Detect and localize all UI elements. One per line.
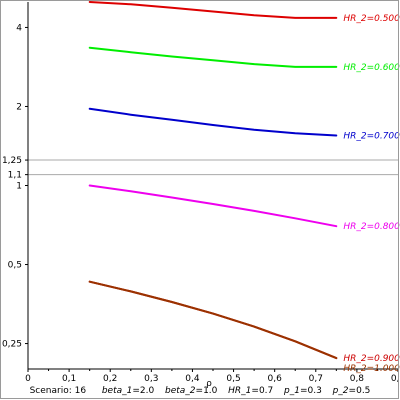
x-tick-label-0: 0 <box>25 374 31 384</box>
x-tick-label-3: 0,3 <box>144 374 158 384</box>
x-tick-label-6: 0,6 <box>268 374 283 384</box>
param-p-2-value: 0.5 <box>356 386 371 396</box>
series-line-3 <box>88 184 338 228</box>
series-line-0 <box>88 1 338 19</box>
series-line-2 <box>88 107 338 137</box>
param-hr-1-value: 0.7 <box>258 386 274 396</box>
series-line-1 <box>88 46 338 68</box>
x-tick-label-5: 0,5 <box>226 374 240 384</box>
x-tick-label-2: 0,2 <box>103 374 117 384</box>
x-tick-label-8: 0,8 <box>350 374 365 384</box>
series-label-3: HR_2=0.8000 <box>343 222 400 232</box>
series-label-4: HR_2=0.9000 <box>343 354 400 364</box>
series-label-5: HR_2=1.0000 <box>343 364 400 374</box>
series-line-5 <box>88 280 338 360</box>
y-tick-label-0: 0,25 <box>2 340 22 350</box>
x-tick-label-9: 0,9 <box>391 374 400 384</box>
param-p-1-name: p_1 <box>284 386 300 396</box>
param-hr-1-name: HR_1 <box>228 386 252 396</box>
param-p-1-value: 0.3 <box>307 386 322 396</box>
y-tick-label-1: 0,5 <box>8 261 22 271</box>
param-beta-1-value: 2.0 <box>139 386 155 396</box>
x-tick-label-4: 0,4 <box>185 374 200 384</box>
param-beta-2-value: 1.0 <box>203 386 218 396</box>
param-beta-2-name: beta_2 <box>164 386 196 396</box>
x-axis-label: ρ <box>206 379 212 389</box>
x-tick-label-7: 0,7 <box>309 374 323 384</box>
scenario-label: Scenario: <box>29 386 72 396</box>
y-tick-label-4: 1,25 <box>2 156 22 166</box>
param-beta-1-name: beta_1 <box>101 386 133 396</box>
series-label-1: HR_2=0.6000 <box>343 63 400 73</box>
series-label-0: HR_2=0.5000 <box>343 14 400 24</box>
series-label-2: HR_2=0.7000 <box>343 132 400 142</box>
scenario-value: 16 <box>74 386 87 396</box>
y-tick-label-2: 1 <box>16 182 22 192</box>
series-line-4 <box>88 280 338 360</box>
y-tick-label-3: 1,1 <box>8 171 22 181</box>
y-tick-label-5: 2 <box>16 102 22 112</box>
x-tick-label-1: 0,1 <box>62 374 76 384</box>
scenario-caption: Scenario: 16 beta_1=2.0 beta_2=1.0 HR_1=… <box>29 386 371 396</box>
y-tick-label-6: 4 <box>16 23 22 33</box>
param-p-2-name: p_2 <box>332 386 349 396</box>
